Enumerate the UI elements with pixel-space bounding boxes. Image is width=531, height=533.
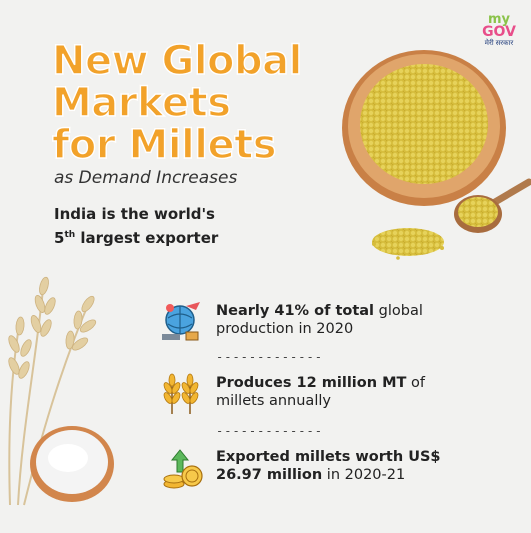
stat-production-volume-text: Produces 12 million MT of millets annuall… bbox=[216, 374, 425, 410]
stat-3-bold: Exported millets worth US$ bbox=[216, 449, 441, 465]
stat-3-line2: in 2020-21 bbox=[322, 467, 406, 483]
divider-1: ------------- bbox=[216, 350, 323, 364]
logo-my: my bbox=[487, 12, 511, 27]
exporter-line-2: largest exporter bbox=[75, 229, 219, 247]
exporter-rank-num: 5 bbox=[54, 229, 65, 247]
headline-line-1: New Global bbox=[51, 38, 303, 84]
wheat-icon bbox=[163, 373, 199, 414]
headline-line-3: for Millets bbox=[51, 122, 277, 168]
exporter-line-1: India is the world's bbox=[54, 205, 215, 223]
stat-1-line2: production in 2020 bbox=[216, 321, 354, 337]
subtitle: as Demand Increases bbox=[54, 168, 238, 188]
stat-export-value-text: Exported millets worth US$ 26.97 million … bbox=[216, 448, 441, 484]
stat-1-rest: global bbox=[374, 303, 423, 319]
stat-2-bold: Produces 12 million MT bbox=[216, 375, 407, 391]
headline-line-2: Markets bbox=[51, 80, 232, 126]
spilled-millets bbox=[372, 228, 444, 256]
exporter-statement: India is the world's 5th largest exporte… bbox=[54, 204, 218, 249]
stat-2-rest: of bbox=[406, 375, 426, 391]
mygov-logo: my GOV मेरी सरकार bbox=[474, 12, 524, 48]
exporter-rank-suffix: th bbox=[64, 230, 76, 240]
logo-hindi: मेरी सरकार bbox=[484, 40, 514, 47]
stat-production-share-text: Nearly 41% of total global production in … bbox=[216, 302, 423, 338]
logo-gov: GOV bbox=[482, 24, 516, 40]
stat-1-bold: Nearly 41% of total bbox=[216, 303, 375, 319]
millet-bowl-illustration bbox=[342, 50, 531, 260]
wooden-spoon bbox=[454, 178, 531, 233]
headline: New Global Markets for Millets bbox=[51, 38, 303, 168]
coins-growth-icon bbox=[163, 449, 203, 489]
stat-2-line2: millets annually bbox=[216, 393, 331, 409]
globe-cargo-icon bbox=[162, 302, 200, 341]
divider-2: ------------- bbox=[216, 424, 323, 438]
wheat-flour-illustration bbox=[8, 276, 114, 506]
millet-grains bbox=[360, 64, 488, 184]
stat-3-line2-bold: 26.97 million bbox=[216, 467, 323, 483]
